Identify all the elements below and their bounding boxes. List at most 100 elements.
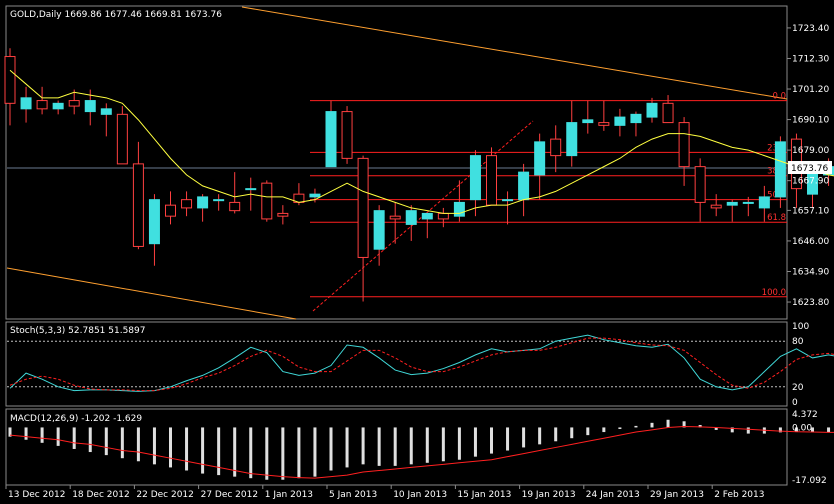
macd-histogram-bar bbox=[473, 427, 477, 457]
bear-candle-body bbox=[694, 166, 706, 203]
macd-histogram-bar bbox=[88, 427, 92, 453]
moving-average-line bbox=[9, 69, 834, 214]
macd-histogram-bar bbox=[233, 427, 237, 477]
bull-candle-body bbox=[502, 199, 514, 202]
bear-candle-body bbox=[261, 182, 273, 220]
candle bbox=[277, 205, 289, 225]
macd-histogram-bar bbox=[345, 427, 349, 468]
macd-histogram-bar bbox=[377, 427, 381, 466]
candle bbox=[389, 202, 401, 244]
price-axis-label: 1679.00 bbox=[792, 146, 829, 156]
bull-candle-body bbox=[325, 111, 337, 168]
time-axis-label: 18 Dec 2012 bbox=[72, 490, 130, 500]
fibonacci-level-label: 61.8 bbox=[767, 213, 786, 223]
macd-histogram-bar bbox=[794, 427, 798, 432]
candle bbox=[710, 194, 722, 217]
bear-candle-body bbox=[710, 204, 722, 209]
candle bbox=[405, 205, 417, 241]
macd-histogram-bar bbox=[490, 427, 493, 454]
time-axis-label: 10 Jan 2013 bbox=[393, 490, 447, 500]
stochastic-panel[interactable] bbox=[5, 321, 788, 407]
candle bbox=[181, 191, 193, 217]
price-axis-label: 1701.20 bbox=[792, 85, 829, 95]
candle bbox=[148, 194, 160, 266]
bull-candle-body bbox=[469, 155, 481, 201]
candle bbox=[261, 180, 273, 222]
bull-candle-body bbox=[100, 108, 112, 115]
macd-histogram-bar bbox=[506, 427, 510, 451]
candle bbox=[566, 100, 578, 167]
macd-histogram-bar bbox=[329, 427, 333, 471]
bear-candle-body bbox=[486, 155, 497, 206]
bull-candle-body bbox=[453, 201, 465, 217]
time-axis-label: 1 Jan 2013 bbox=[265, 490, 313, 500]
macd-title: MACD(12,26,9) -1.202 -1.629 bbox=[10, 414, 142, 424]
bull-candle-body bbox=[582, 119, 594, 124]
bull-candle-body bbox=[197, 196, 209, 209]
candle bbox=[229, 172, 241, 214]
bear-candle-body bbox=[662, 102, 674, 124]
macd-histogram-bar bbox=[586, 427, 590, 436]
current-price-label: 1673.76 bbox=[791, 164, 828, 174]
time-axis-label: 27 Dec 2012 bbox=[201, 490, 259, 500]
bear-candle-body bbox=[165, 204, 176, 217]
macd-histogram-bar bbox=[441, 427, 445, 462]
time-axis-label: 13 Dec 2012 bbox=[8, 490, 66, 500]
bull-candle-body bbox=[614, 116, 626, 126]
candle bbox=[197, 194, 209, 222]
candle bbox=[726, 199, 738, 222]
bull-candle-body bbox=[20, 97, 32, 110]
channel-lower-line bbox=[6, 267, 297, 320]
macd-histogram-bar bbox=[120, 427, 124, 459]
stoch-axis-label: 20 bbox=[792, 383, 804, 393]
macd-histogram-bar bbox=[24, 427, 28, 440]
candle bbox=[325, 100, 337, 168]
macd-signal-line bbox=[9, 426, 834, 479]
bear-candle-body bbox=[181, 199, 193, 209]
macd-histogram-bar bbox=[56, 427, 60, 446]
macd-histogram-bar bbox=[361, 427, 365, 465]
macd-axis-label: 4.372 bbox=[792, 410, 818, 420]
price-axis-label: 1634.90 bbox=[792, 267, 829, 277]
bull-candle-body bbox=[52, 102, 64, 110]
time-axis-label: 19 Jan 2013 bbox=[522, 490, 576, 500]
price-axis-label: 1667.90 bbox=[792, 177, 829, 187]
stoch-axis-label: 0 bbox=[792, 398, 798, 408]
macd-histogram-bar bbox=[650, 422, 654, 428]
bear-candle-body bbox=[389, 215, 401, 220]
bear-candle-body bbox=[550, 138, 562, 157]
price-panel[interactable] bbox=[5, 5, 788, 320]
stochastic-title: Stoch(5,3,3) 52.7851 51.5897 bbox=[10, 326, 145, 336]
macd-histogram-bar bbox=[217, 427, 221, 476]
bull-candle-body bbox=[518, 171, 530, 201]
bull-candle-body bbox=[421, 212, 433, 220]
candle bbox=[357, 155, 369, 302]
macd-histogram-bar bbox=[136, 427, 140, 462]
candle bbox=[758, 185, 770, 222]
macd-histogram-bar bbox=[409, 427, 413, 465]
macd-axis-label: -17.092 bbox=[792, 476, 827, 486]
macd-histogram-bar bbox=[169, 427, 172, 468]
candle bbox=[100, 103, 112, 137]
macd-histogram-bar bbox=[698, 424, 702, 428]
bear-candle-body bbox=[4, 56, 16, 104]
macd-histogram-bar bbox=[185, 427, 189, 471]
candle bbox=[662, 95, 674, 124]
candle bbox=[52, 100, 64, 115]
candle bbox=[469, 150, 481, 217]
candle bbox=[614, 108, 626, 137]
bear-candle-body bbox=[598, 122, 610, 126]
macd-histogram-bar bbox=[152, 427, 156, 465]
candle bbox=[486, 147, 497, 206]
macd-histogram-bar bbox=[457, 427, 461, 460]
macd-histogram-bar bbox=[265, 427, 269, 480]
time-axis-label: 24 Jan 2013 bbox=[586, 490, 640, 500]
macd-histogram-bar bbox=[425, 427, 429, 463]
candle bbox=[453, 180, 465, 222]
time-axis-label: 15 Jan 2013 bbox=[457, 490, 511, 500]
macd-histogram-bar bbox=[313, 427, 317, 477]
price-axis-label: 1690.10 bbox=[792, 116, 829, 126]
macd-histogram-bar bbox=[827, 427, 831, 433]
bull-candle-body bbox=[213, 199, 225, 202]
